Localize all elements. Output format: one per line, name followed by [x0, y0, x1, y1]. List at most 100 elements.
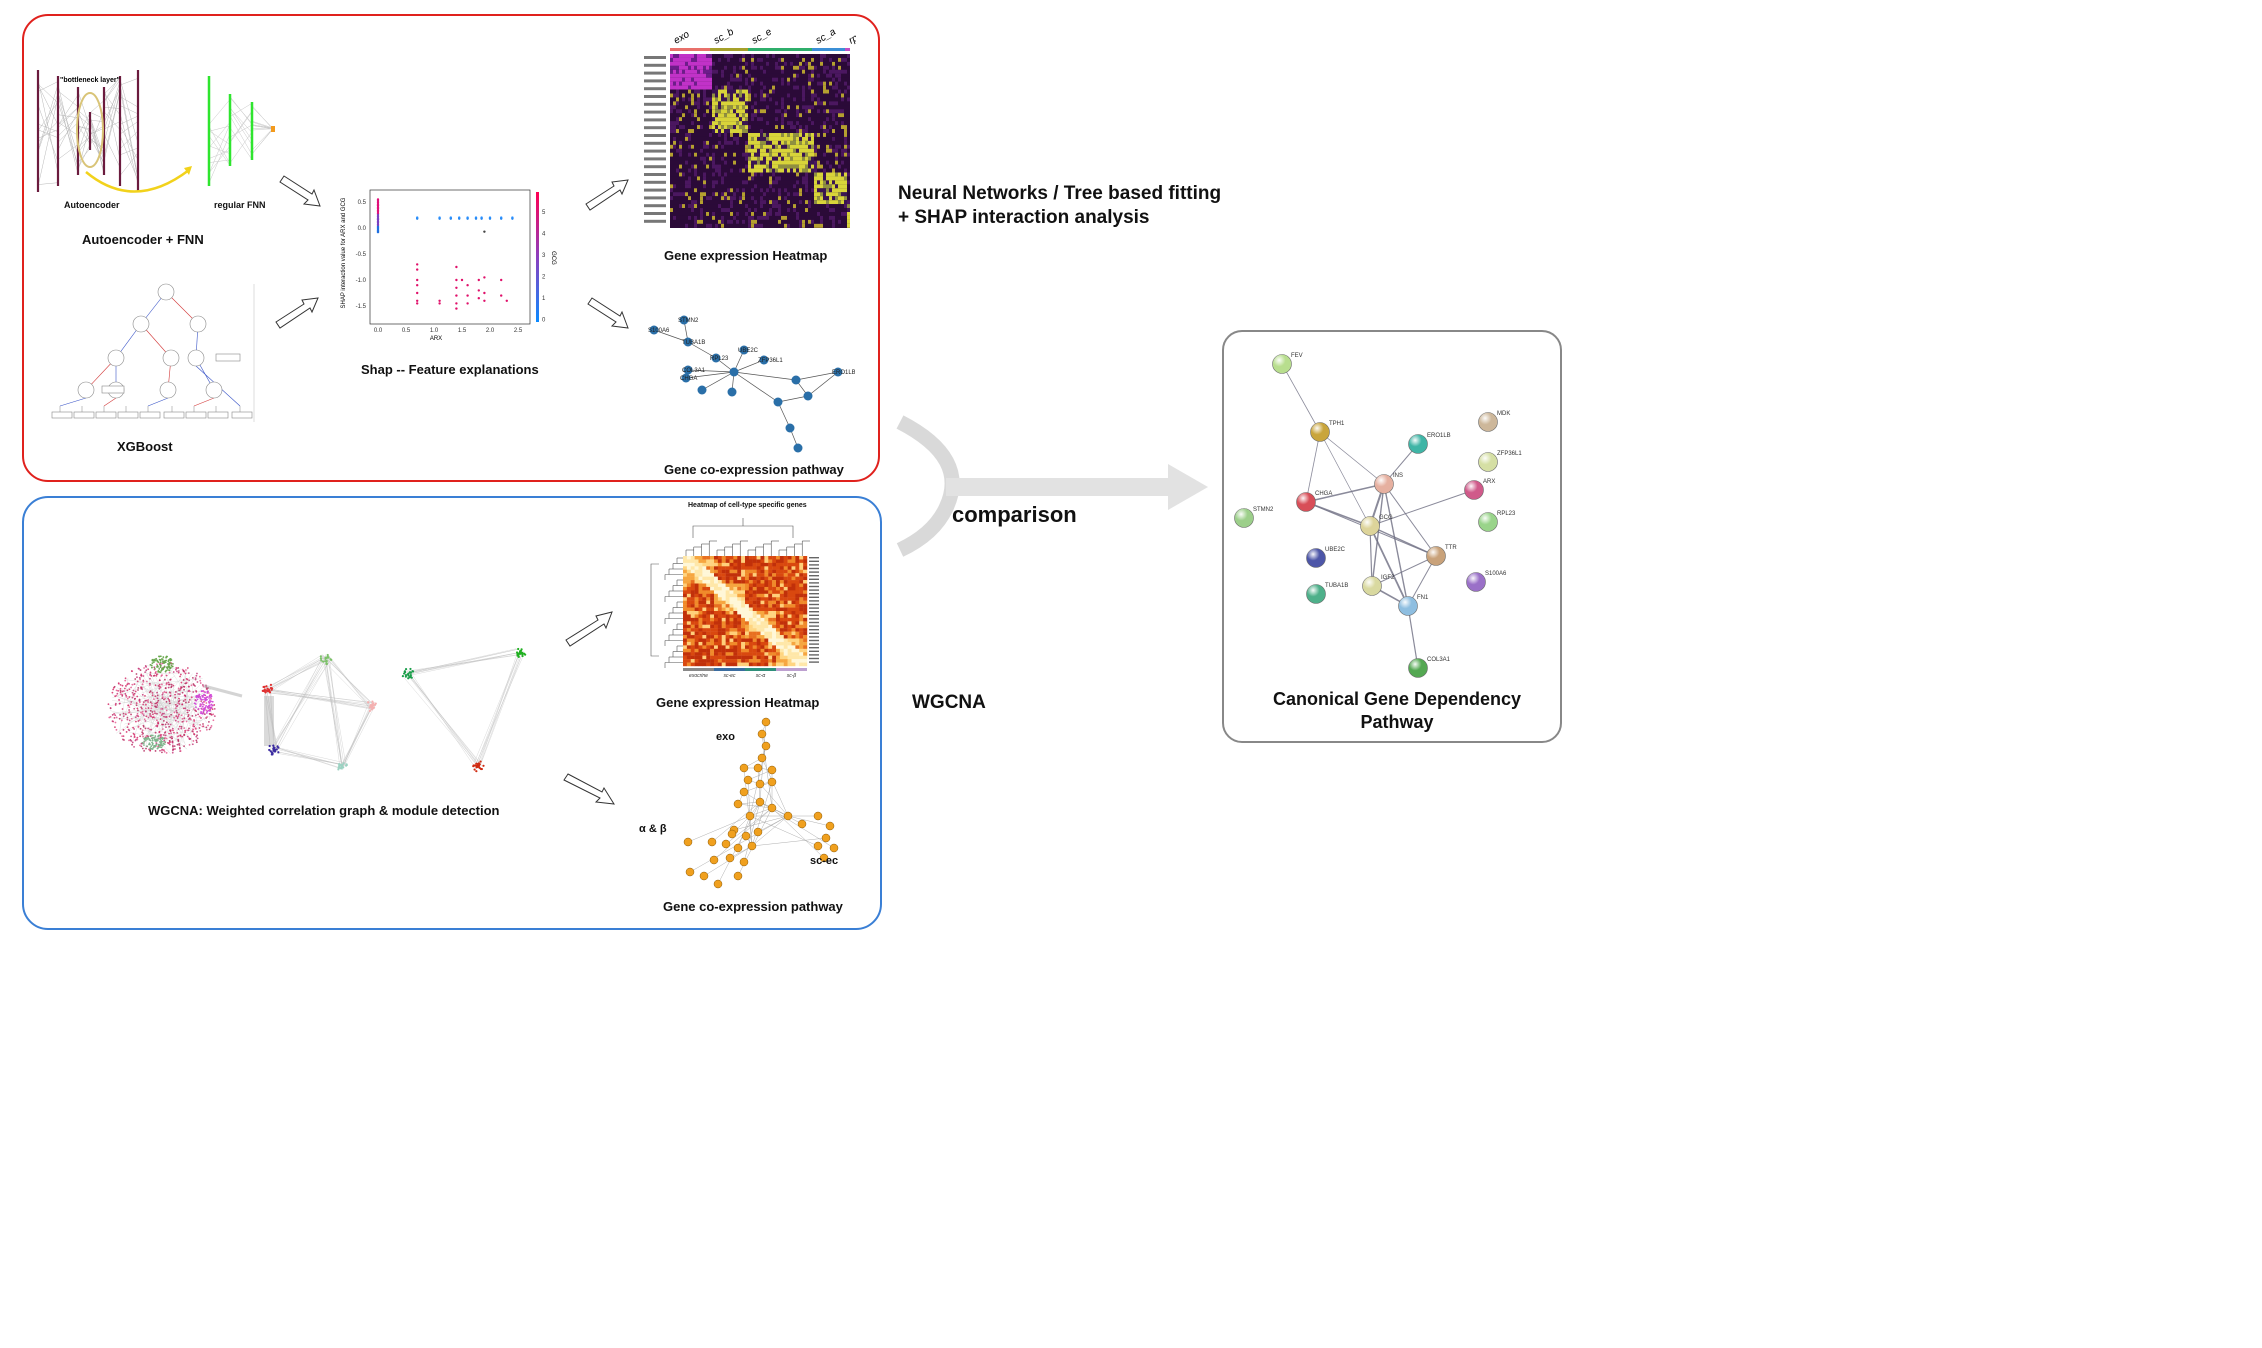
shap-point: [460, 278, 464, 282]
heatmap-row-label: [644, 71, 666, 75]
pathway-node-label: ERO1LB: [832, 370, 855, 376]
pathway-node: [833, 367, 843, 377]
bottom-pathway-node: [821, 833, 831, 843]
canonical-node-label: RPL23: [1497, 511, 1516, 517]
wgcna-module-node: [270, 688, 273, 691]
bottom-pathway-node: [741, 831, 751, 841]
wgcna-module-node: [517, 655, 520, 658]
pathway-node: [649, 325, 659, 335]
pathway-node-label: RPL23: [710, 356, 729, 362]
wgcna-module-node: [267, 688, 270, 692]
heatmap-group-label: rp: [847, 32, 856, 46]
shap-point: [500, 278, 503, 282]
bottom-pathway-node: [829, 843, 839, 853]
pathway-node-label: UBE2C: [738, 348, 759, 354]
arrows-bottom: [563, 611, 615, 805]
pathway-node: [793, 443, 803, 453]
wgcna-label: WGCNA: [912, 692, 986, 713]
pathway-node-label: CHGA: [680, 376, 697, 382]
wgcna-module-node: [476, 764, 479, 767]
wgcna-module-node: [518, 652, 522, 656]
shap-point: [500, 294, 503, 297]
wgcna-module-node: [326, 653, 329, 657]
shap-point: [466, 284, 469, 287]
shap-xtick: 1.5: [458, 328, 467, 334]
wgcna-module-node: [275, 748, 278, 751]
wgcna-module-node: [263, 688, 266, 691]
canonical-title-line1: Canonical Gene Dependency: [1272, 689, 1522, 709]
bottom-pathway-group-exo: exo: [716, 731, 735, 743]
canonical-node-label: TUBA1B: [1325, 583, 1348, 589]
canonical-node-label: TTR: [1445, 545, 1457, 551]
autoencoder-fnn-title: Autoencoder + FNN: [82, 232, 204, 247]
wgcna-module-node: [345, 763, 348, 767]
shap-point: [416, 263, 419, 266]
heatmap-row-label: [644, 134, 666, 137]
wgcna-module-node: [401, 675, 404, 678]
bottom-pathway-node: [713, 879, 723, 889]
shap-point: [466, 294, 469, 297]
heatmap-row-label: [644, 180, 666, 184]
shap-ytick: -1.0: [356, 278, 367, 284]
heatmap-row-label: [644, 149, 666, 153]
shap-point: [416, 284, 419, 287]
canonical-panel: [1222, 330, 1562, 743]
bottom-pathway-node: [753, 763, 763, 773]
wgcna-module-node: [404, 674, 408, 677]
top-pathway-title: Gene co-expression pathway: [664, 462, 844, 477]
comparison-label: comparison: [952, 502, 1077, 527]
shap-point: [483, 230, 486, 233]
shap-point: [500, 216, 503, 219]
heatmap-x-label: exocrine: [689, 673, 708, 679]
top-panel: [22, 14, 880, 482]
heatmap-group-bar: [670, 48, 710, 51]
xgboost-title: XGBoost: [117, 439, 173, 454]
shap-colorbar-tick: 5: [542, 210, 546, 216]
shap-xtick: 0.5: [402, 328, 411, 334]
wgcna-module-node: [269, 686, 273, 690]
heatmap-x-label: sc-β: [787, 673, 797, 679]
wgcna-module-node: [519, 649, 522, 653]
shap-title: Shap -- Feature explanations: [361, 362, 539, 377]
heatmap-group-label: sc_b: [712, 26, 736, 46]
shap-scatter-figure: 0.5 0.0 -0.5 -1.0 -1.5 0.0 0.5 1.0 1.5 2.0 2.5 SHA…: [341, 189, 556, 342]
bottom-pathway-node: [825, 821, 835, 831]
bottom-pathway-node: [699, 871, 709, 881]
arrows-to-shap: [275, 175, 321, 329]
shap-point: [477, 297, 480, 300]
top-pathway-figure: STMN2 S100A6 TUBA1B RPL23 UBE2C ZFP36L1 COL3A1…: [648, 315, 855, 453]
shap-colorbar-tick: 1: [542, 296, 546, 302]
wgcna-module-node: [272, 747, 275, 750]
heatmap-group-label: sc_a: [814, 26, 838, 46]
shap-point: [483, 276, 486, 279]
pathway-node: [739, 345, 749, 355]
canonical-node-label: TPH1: [1329, 421, 1345, 427]
shap-colorbar-tick: 3: [542, 253, 546, 259]
wgcna-module-node: [325, 660, 328, 663]
heatmap-row-label: [644, 157, 666, 161]
wgcna-module-node: [277, 746, 280, 749]
bottom-pathway-node: [683, 837, 693, 847]
shap-colorbar-label: GCG: [550, 251, 556, 265]
bottom-pathway-node: [813, 841, 823, 851]
wgcna-module-node: [340, 767, 343, 770]
shap-point: [455, 278, 458, 282]
wgcna-module-node: [472, 765, 475, 768]
pathway-node: [711, 353, 721, 363]
heatmap-row-label: [644, 126, 666, 130]
wgcna-module-node: [403, 671, 407, 674]
heatmap-row-label: [644, 63, 666, 67]
shap-point: [455, 302, 458, 305]
wgcna-module-node: [325, 662, 329, 666]
wgcna-module-node: [473, 768, 476, 771]
wgcna-module-node: [272, 749, 275, 752]
bottom-pathway-node: [755, 779, 765, 789]
canonical-title: Canonical Gene Dependency Pathway: [1226, 688, 1568, 734]
shap-ytick: -0.5: [356, 252, 367, 258]
heatmap-row-label: [644, 102, 666, 106]
bottom-pathway-node: [745, 811, 755, 821]
canonical-network-figure: FEV TPH1 ERO1LB MDK ZFP36L1 ARX INS CHGA STMN2 GC…: [1234, 353, 1522, 678]
wgcna-module-node: [517, 647, 520, 651]
wgcna-module-node: [475, 766, 478, 769]
pathway-node: [697, 385, 707, 395]
